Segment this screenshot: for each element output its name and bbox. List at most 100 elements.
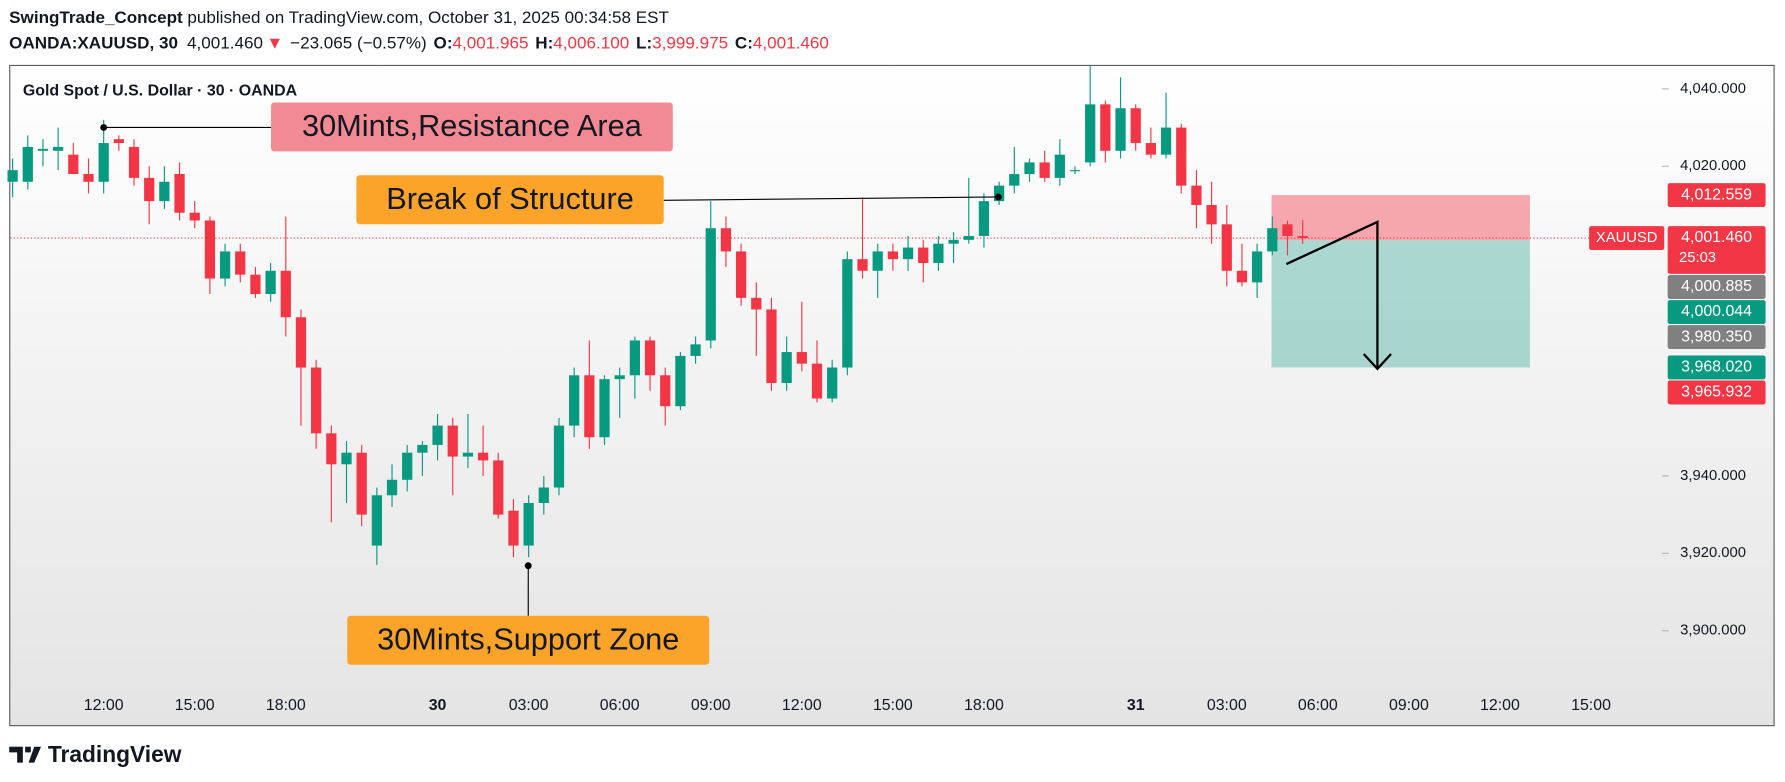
candle-body: [842, 259, 853, 368]
candle-body: [948, 239, 959, 244]
candle-body: [1054, 154, 1065, 178]
candle-body: [508, 510, 519, 546]
candle-body: [963, 235, 974, 240]
brand: TradingView: [48, 741, 182, 767]
candle-body: [280, 270, 291, 318]
candle-body: [584, 375, 595, 438]
candle-body: [37, 148, 49, 151]
arrow: ▼: [266, 33, 283, 52]
x-tick-label: 30: [429, 697, 447, 714]
candle-body: [766, 309, 777, 384]
candle-body: [902, 247, 914, 260]
x-tick-label: 15:00: [873, 697, 913, 714]
candle-body: [827, 367, 838, 399]
annotation-box: [270, 102, 673, 152]
candle-body: [113, 139, 124, 144]
candle-body: [857, 259, 868, 271]
ohlc-key: L:: [636, 33, 652, 52]
candle-body: [1009, 174, 1020, 186]
price-tag: [1667, 226, 1766, 274]
candle-body: [1130, 108, 1141, 144]
candle-body: [735, 251, 747, 298]
candle-body: [751, 297, 762, 310]
candle-body: [1085, 104, 1096, 163]
ohlc-key: H:: [535, 33, 553, 52]
candle-body: [7, 170, 18, 182]
x-tick-label: 31: [1127, 697, 1145, 714]
x-tick-label: 06:00: [600, 697, 640, 714]
candle-body: [1236, 270, 1248, 283]
candle-body: [326, 433, 337, 465]
candle-body: [1039, 162, 1050, 178]
candle-body: [128, 146, 140, 178]
candle-body: [1100, 104, 1111, 151]
chart-frame: [9, 64, 1775, 727]
candle-body: [432, 425, 443, 445]
x-tick-label: 18:00: [964, 697, 1004, 714]
candle-body: [189, 212, 200, 221]
published: published on TradingView.com, October 31…: [183, 8, 670, 27]
y-tick-label: 3,920.000: [1680, 545, 1746, 561]
ohlc-value: 3,999.975: [652, 33, 728, 52]
candle-body: [144, 177, 155, 202]
price-tag: [1667, 380, 1766, 405]
last: 4,001.460: [187, 33, 263, 52]
candle-body: [1191, 185, 1202, 205]
y-tick-label: 3,940.000: [1680, 468, 1746, 484]
symbol-tag-label: XAUUSD: [1596, 230, 1658, 246]
candle-body: [219, 251, 231, 279]
ohlc-key: C:: [735, 33, 753, 52]
price-tag: [1667, 300, 1766, 324]
price-tag: [1667, 355, 1766, 380]
annotation-dot: [100, 124, 108, 131]
x-tick-label: 15:00: [175, 697, 215, 714]
x-tick-label: 18:00: [266, 697, 306, 714]
candle-body: [477, 452, 489, 461]
countdown: 25:03: [1679, 250, 1716, 266]
author: SwingTrade_Concept: [9, 8, 183, 27]
x-tick-label: 03:00: [1207, 697, 1247, 714]
candle-body: [250, 274, 261, 295]
x-tick-label: 09:00: [691, 697, 731, 714]
header-line-1: SwingTrade_Concept published on TradingV…: [9, 8, 669, 27]
price-tag: [1667, 183, 1766, 208]
candle-body: [295, 317, 307, 368]
candle-body: [371, 495, 382, 546]
candle-body: [629, 340, 640, 376]
x-tick-label: 06:00: [1298, 697, 1338, 714]
change: −23.065 (−0.57%): [290, 33, 427, 52]
candle-body: [796, 352, 807, 364]
x-tick-label: 03:00: [509, 697, 549, 714]
ohlc-key: O:: [434, 33, 453, 52]
price-tag-label: 4,012.559: [1681, 186, 1752, 203]
annotation-text: 30Mints,Resistance Area: [302, 108, 643, 143]
candle-body: [705, 228, 716, 341]
price-tag-label: 4,000.885: [1681, 278, 1752, 295]
candle-body: [341, 452, 352, 465]
candle-body: [675, 355, 686, 407]
candle-body: [1221, 224, 1232, 271]
y-tick-label: 4,020.000: [1680, 158, 1746, 174]
candle-body: [811, 363, 823, 399]
candle-body: [1069, 170, 1081, 172]
candle-body: [599, 379, 610, 438]
candle-body: [553, 425, 565, 488]
x-tick-label: 09:00: [1389, 697, 1429, 714]
target-zone: [1271, 240, 1530, 368]
candle-body: [1176, 127, 1187, 186]
candle-body: [614, 375, 625, 380]
candle-body: [523, 503, 534, 546]
symbol-tag: [1589, 226, 1665, 250]
candle-body: [174, 174, 185, 213]
candle-body: [538, 487, 549, 504]
candle-body: [447, 425, 458, 457]
annotation-text: 30Mints,Support Zone: [377, 622, 679, 657]
trade-path: [1285, 220, 1379, 368]
candle-body: [1267, 228, 1278, 252]
candle-body: [720, 228, 732, 252]
candle-body: [417, 444, 428, 453]
candle-body: [386, 479, 398, 496]
price-tag: [1667, 275, 1766, 299]
